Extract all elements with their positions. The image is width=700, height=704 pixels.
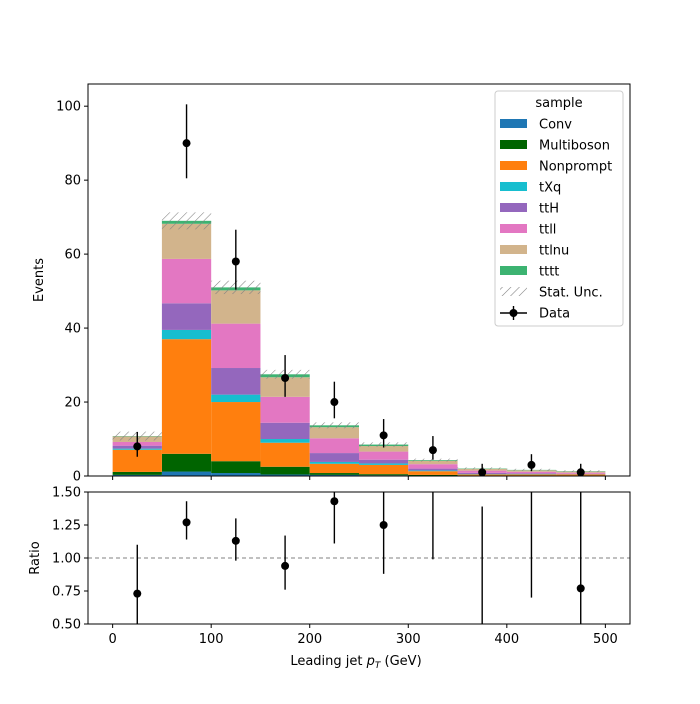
legend-label-conv: Conv — [539, 118, 572, 133]
legend-label-ttlnu: ttlnu — [539, 244, 569, 259]
legend-swatch-stat-unc- — [500, 287, 527, 296]
legend-label-multiboson: Multiboson — [539, 139, 610, 154]
stat-unc-bin-4 — [310, 422, 359, 428]
data-point-bin-2 — [232, 258, 240, 266]
bar-multiboson-bin-1 — [162, 454, 211, 472]
data-point-bin-9 — [577, 468, 585, 476]
bar-conv-bin-1 — [162, 472, 211, 476]
bar-txq-bin-2 — [211, 395, 260, 402]
main-y-tick-label: 20 — [64, 396, 81, 411]
bar-multiboson-bin-0 — [113, 472, 162, 475]
ratio-point-bin-0 — [133, 590, 141, 598]
ratio-point-bin-3 — [281, 562, 289, 570]
ratio-y-tick-label: 0.50 — [52, 618, 81, 633]
ratio-point-bin-2 — [232, 537, 240, 545]
legend-title: sample — [535, 96, 582, 111]
bar-ttll-bin-2 — [211, 324, 260, 368]
bar-nonprompt-bin-8 — [507, 474, 556, 475]
legend: sample Conv Multiboson Nonprompt tXq ttH ttll t… — [495, 91, 623, 326]
legend-swatch-nonprompt — [500, 161, 527, 170]
bar-nonprompt-bin-4 — [310, 464, 359, 473]
bar-ttll-bin-8 — [507, 472, 556, 473]
bar-nonprompt-bin-5 — [359, 465, 408, 474]
data-point-bin-6 — [429, 446, 437, 454]
bar-tth-bin-5 — [359, 460, 408, 464]
x-tick-label: 300 — [396, 632, 421, 647]
legend-data-marker — [510, 309, 518, 317]
bar-ttll-bin-1 — [162, 259, 211, 303]
data-point-bin-0 — [133, 442, 141, 450]
bar-tth-bin-4 — [310, 453, 359, 462]
bar-txq-bin-4 — [310, 462, 359, 464]
legend-swatch-conv — [500, 119, 527, 128]
x-tick-label: 200 — [297, 632, 322, 647]
bar-ttll-bin-5 — [359, 452, 408, 460]
ratio-y-tick-label: 1.00 — [52, 552, 81, 567]
legend-swatch-ttlnu — [500, 245, 527, 254]
bar-tth-bin-3 — [260, 423, 309, 439]
bar-nonprompt-bin-1 — [162, 339, 211, 454]
data-point-bin-8 — [527, 461, 535, 469]
legend-label-tth: ttH — [539, 202, 559, 217]
x-axis-label: Leading jet pT (GeV) — [290, 654, 421, 671]
legend-label-data: Data — [539, 307, 570, 322]
data-point-bin-4 — [330, 398, 338, 406]
bar-ttll-bin-6 — [408, 464, 457, 468]
ratio-axes-frame — [88, 492, 630, 624]
ratio-y-tick-label: 0.75 — [52, 585, 81, 600]
legend-label-txq: tXq — [539, 181, 561, 196]
legend-label-tttt: tttt — [539, 265, 559, 280]
data-point-bin-5 — [380, 431, 388, 439]
bar-ttll-bin-4 — [310, 438, 359, 453]
x-tick-label: 400 — [494, 632, 519, 647]
main-y-tick-label: 0 — [73, 470, 81, 485]
legend-swatch-tth — [500, 203, 527, 212]
bar-multiboson-bin-2 — [211, 461, 260, 473]
legend-label-ttll: ttll — [539, 223, 556, 238]
bar-multiboson-bin-5 — [359, 474, 408, 475]
bar-nonprompt-bin-2 — [211, 402, 260, 461]
ratio-y-tick-label: 1.25 — [52, 519, 81, 534]
bar-txq-bin-3 — [260, 439, 309, 443]
stat-unc-bin-1 — [162, 212, 211, 229]
ratio-y-tick-label: 1.50 — [52, 486, 81, 501]
bar-tth-bin-6 — [408, 469, 457, 471]
legend-swatch-ttll — [500, 224, 527, 233]
legend-label-stat-unc-: Stat. Unc. — [539, 286, 603, 301]
bar-multiboson-bin-3 — [260, 467, 309, 475]
bar-txq-bin-1 — [162, 330, 211, 339]
main-y-tick-label: 80 — [64, 174, 81, 189]
ratio-point-bin-4 — [330, 497, 338, 505]
ratio-point-bin-5 — [380, 521, 388, 529]
legend-label-nonprompt: Nonprompt — [539, 160, 612, 175]
main-y-tick-label: 40 — [64, 322, 81, 337]
main-y-tick-label: 100 — [56, 100, 81, 115]
legend-swatch-multiboson — [500, 140, 527, 149]
bar-txq-bin-6 — [408, 470, 457, 471]
data-point-bin-1 — [183, 139, 191, 147]
ratio-point-bin-9 — [577, 584, 585, 592]
bar-tth-bin-1 — [162, 303, 211, 330]
legend-swatch-tttt — [500, 266, 527, 275]
x-tick-label: 100 — [199, 632, 224, 647]
main-y-tick-label: 60 — [64, 248, 81, 263]
main-y-axis-label: Events — [32, 258, 47, 302]
bar-ttlnu-bin-2 — [211, 290, 260, 323]
bar-txq-bin-5 — [359, 463, 408, 464]
ratio-point-bin-1 — [183, 518, 191, 526]
bar-tth-bin-2 — [211, 368, 260, 395]
data-point-bin-7 — [478, 468, 486, 476]
x-tick-label: 500 — [593, 632, 618, 647]
bar-tth-bin-8 — [507, 473, 556, 474]
bar-nonprompt-bin-6 — [408, 471, 457, 475]
bar-nonprompt-bin-3 — [260, 443, 309, 467]
bar-multiboson-bin-4 — [310, 473, 359, 475]
ratio-y-axis-label: Ratio — [28, 541, 43, 574]
data-point-bin-3 — [281, 374, 289, 382]
x-tick-label: 0 — [108, 632, 116, 647]
bar-ttll-bin-3 — [260, 397, 309, 423]
legend-swatch-txq — [500, 182, 527, 191]
bar-ttlnu-bin-4 — [310, 427, 359, 438]
